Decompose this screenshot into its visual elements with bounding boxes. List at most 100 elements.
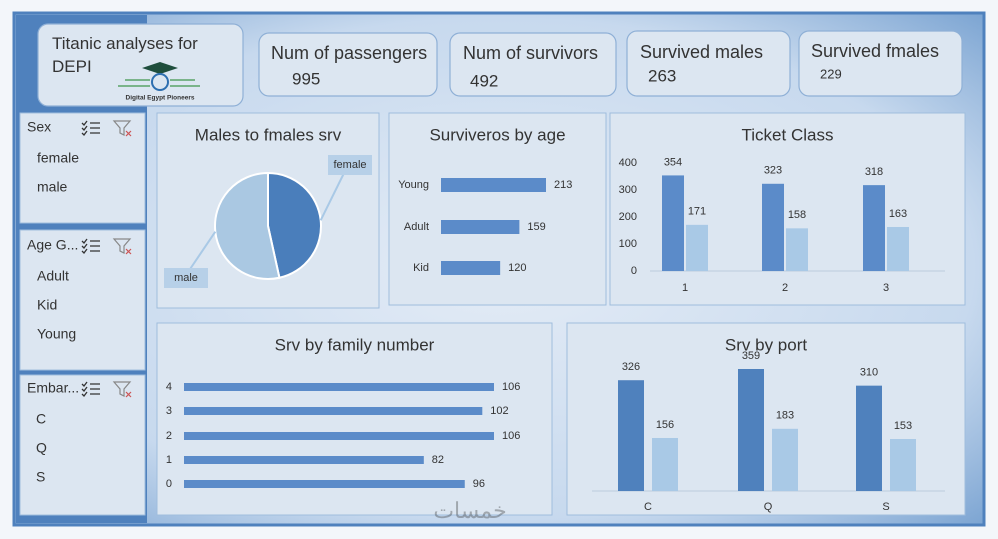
kpi-label: Num of survivors xyxy=(463,43,598,63)
slicer-item[interactable]: female xyxy=(37,150,79,166)
data-label: 310 xyxy=(860,367,878,379)
bar xyxy=(662,175,684,271)
kpi-card xyxy=(626,30,791,97)
bar xyxy=(786,228,808,271)
logo-text: Digital Egypt Pioneers xyxy=(126,95,195,102)
bar xyxy=(184,407,483,415)
kpi-value: 229 xyxy=(820,66,842,81)
kpi-card xyxy=(798,30,963,97)
watermark: خمسات xyxy=(433,498,506,523)
kpi-card xyxy=(449,32,617,97)
kpi-value: 492 xyxy=(470,71,498,90)
bar xyxy=(618,380,644,491)
x-tick-label: C xyxy=(644,501,652,513)
data-label: 82 xyxy=(432,454,444,466)
y-tick-label: 200 xyxy=(619,211,637,223)
chart-title: Ticket Class xyxy=(742,125,834,144)
bar xyxy=(652,437,678,491)
bar xyxy=(738,369,764,491)
bar xyxy=(184,432,494,440)
y-tick-label: 0 xyxy=(631,265,637,277)
x-tick-label: 3 xyxy=(883,282,889,294)
slicer-item[interactable]: Q xyxy=(36,440,47,456)
kpi-label: Num of passengers xyxy=(271,43,427,63)
kpi-card xyxy=(258,32,438,97)
kpi-label: Survived fmales xyxy=(811,41,939,61)
clear-filter-button[interactable] xyxy=(112,120,132,137)
slicer-title: Embar... xyxy=(27,380,79,396)
multi-select-button[interactable] xyxy=(81,120,100,136)
bar xyxy=(184,480,465,488)
bar xyxy=(184,456,424,464)
bar xyxy=(441,261,501,275)
pie-label: male xyxy=(174,272,198,284)
category-label: 2 xyxy=(166,430,172,442)
bar xyxy=(441,220,520,234)
data-label: 156 xyxy=(656,419,674,431)
pie-label: female xyxy=(333,159,366,171)
bar xyxy=(441,178,546,192)
category-label: Young xyxy=(398,179,429,191)
slicer-item[interactable]: male xyxy=(37,179,68,195)
slicer-item[interactable]: Adult xyxy=(37,268,69,284)
slicer-item[interactable]: C xyxy=(36,411,46,427)
category-label: 3 xyxy=(166,405,172,417)
data-label: 213 xyxy=(554,179,572,191)
data-label: 171 xyxy=(688,206,706,218)
data-label: 106 xyxy=(502,381,520,393)
y-tick-label: 300 xyxy=(619,184,637,196)
category-label: Kid xyxy=(413,262,429,274)
slicer-item[interactable]: S xyxy=(36,469,45,485)
kpi-label: Survived males xyxy=(640,42,763,62)
logo xyxy=(118,62,200,91)
slicer-item[interactable]: Young xyxy=(37,326,76,342)
clear-filter-button[interactable] xyxy=(112,381,132,398)
y-tick-label: 100 xyxy=(619,238,637,250)
bar xyxy=(686,224,708,271)
x-tick-label: S xyxy=(882,501,889,513)
data-label: 323 xyxy=(764,165,782,177)
x-tick-label: Q xyxy=(764,501,773,513)
callout-box xyxy=(328,155,372,175)
category-label: 0 xyxy=(166,478,172,490)
kpi-value: 263 xyxy=(648,66,676,85)
bar xyxy=(772,428,798,491)
data-label: 153 xyxy=(894,420,912,432)
data-label: 159 xyxy=(527,221,545,233)
chart-title: Srv by port xyxy=(725,335,807,354)
category-label: 4 xyxy=(166,381,172,393)
data-label: 158 xyxy=(788,209,806,221)
clear-filter-button[interactable] xyxy=(112,238,132,255)
slicer-panel xyxy=(19,374,146,516)
bar xyxy=(863,185,885,271)
category-label: 1 xyxy=(166,454,172,466)
bar xyxy=(184,383,494,391)
bar xyxy=(887,226,909,271)
slicer-title: Sex xyxy=(27,119,51,135)
bar xyxy=(762,183,784,271)
slicer-item[interactable]: Kid xyxy=(37,297,57,313)
x-tick-label: 2 xyxy=(782,282,788,294)
category-label: Adult xyxy=(404,221,429,233)
header-title: Titanic analyses for DEPI xyxy=(52,34,198,76)
pie-slice xyxy=(214,171,281,280)
callout-box xyxy=(164,268,208,288)
bar xyxy=(890,439,916,491)
data-label: 106 xyxy=(502,430,520,442)
data-label: 354 xyxy=(664,156,682,168)
data-label: 359 xyxy=(742,350,760,362)
data-label: 318 xyxy=(865,166,883,178)
kpi-value: 995 xyxy=(292,69,320,88)
data-label: 120 xyxy=(508,262,526,274)
multi-select-button[interactable] xyxy=(81,381,100,397)
chart-title: Srv by family number xyxy=(275,335,435,354)
chart-title: Surviveros by age xyxy=(429,125,565,144)
data-label: 96 xyxy=(473,478,485,490)
bar xyxy=(856,385,882,491)
x-tick-label: 1 xyxy=(682,282,688,294)
multi-select-button[interactable] xyxy=(81,238,100,254)
y-tick-label: 400 xyxy=(619,157,637,169)
slicer-title: Age G... xyxy=(27,237,78,253)
